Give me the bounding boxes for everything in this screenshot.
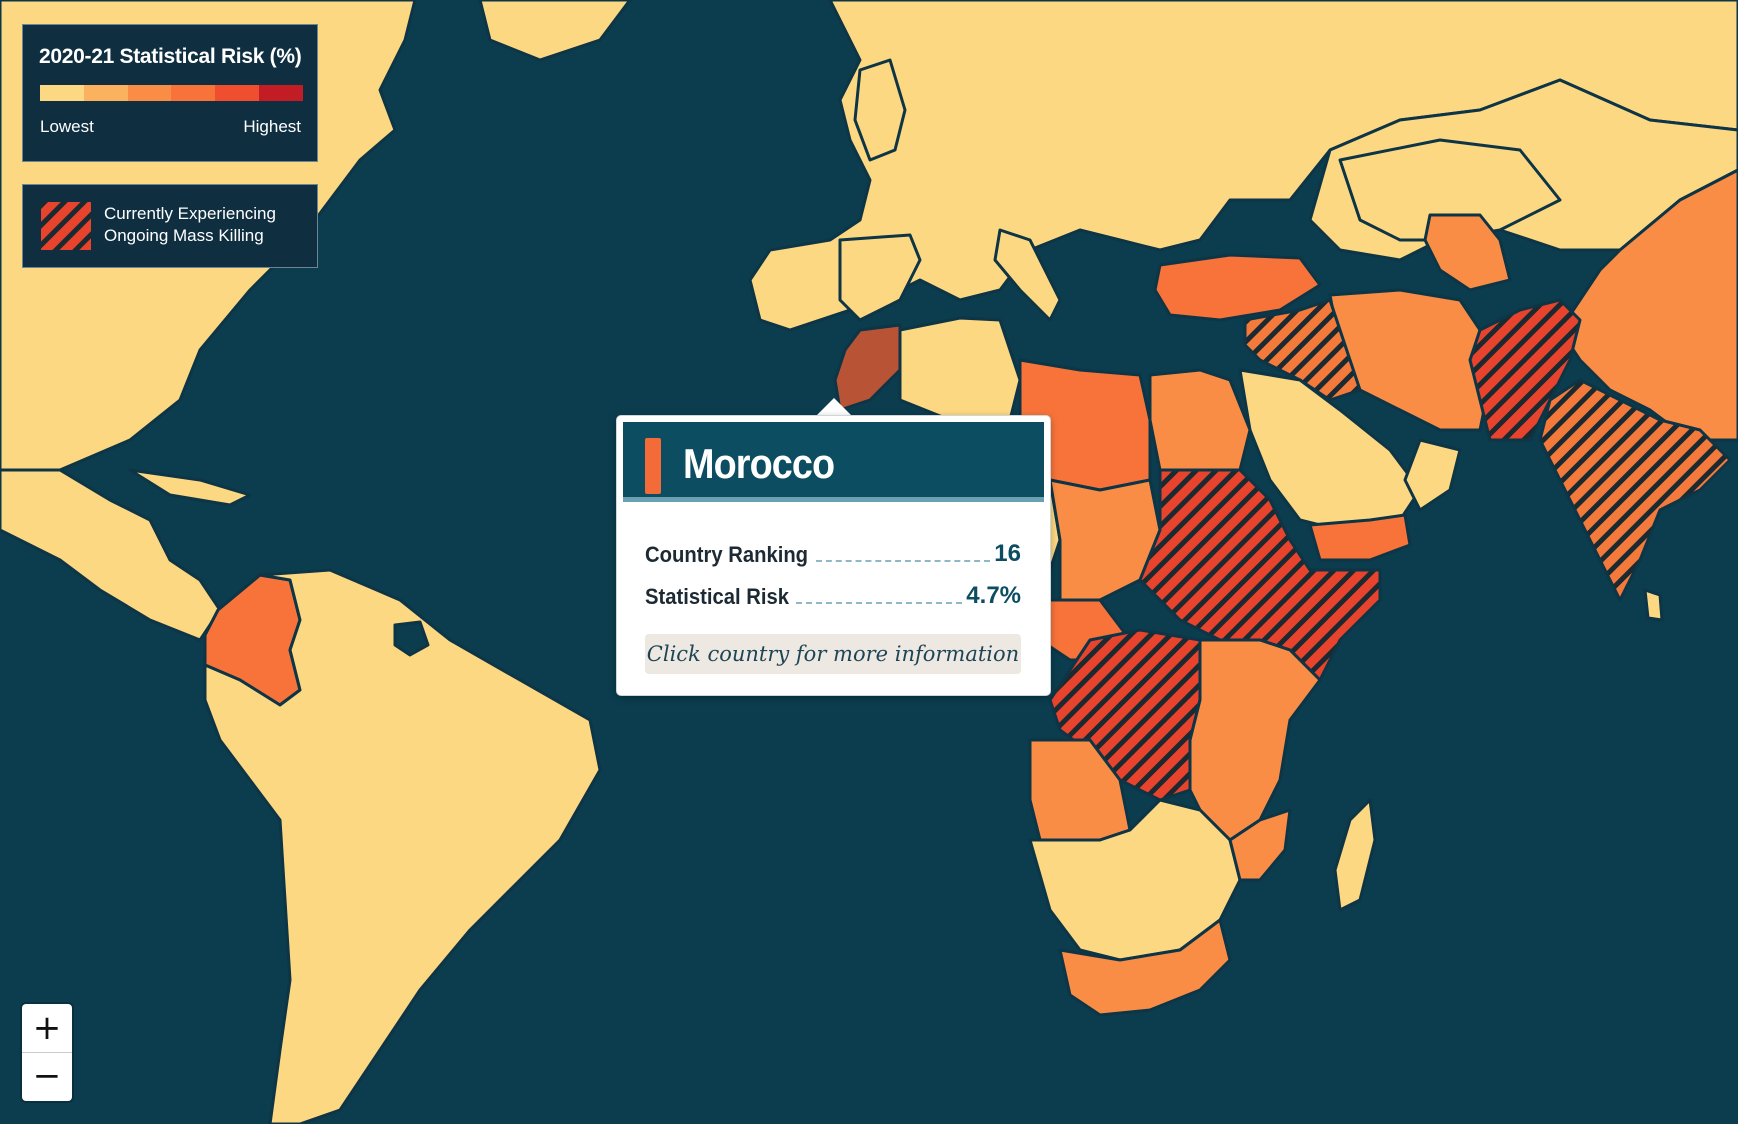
zoom-out-button[interactable]: −: [22, 1052, 72, 1100]
ranking-value: 16: [994, 540, 1021, 567]
mass-killing-label: Currently Experiencing Ongoing Mass Kill…: [104, 203, 276, 247]
country-morocco[interactable]: [833, 323, 902, 412]
country-cuba[interactable]: [128, 468, 252, 507]
risk-row: Statistical Risk 4.7%: [645, 580, 1021, 610]
minus-icon: −: [32, 1056, 62, 1096]
risk-legend: 2020-21 Statistical Risk (%) Lowest High…: [22, 24, 318, 162]
legend-step-4: [171, 85, 216, 101]
legend-title: 2020-21 Statistical Risk (%): [39, 45, 302, 68]
country-madagascar[interactable]: [1333, 798, 1377, 912]
legend-high-label: Highest: [243, 117, 301, 136]
tooltip-header: Morocco: [623, 422, 1044, 502]
country-mozambique[interactable]: [1228, 808, 1292, 882]
legend-step-1: [40, 85, 84, 101]
country-name: Morocco: [683, 440, 835, 487]
risk-color-bar: [645, 438, 661, 494]
country-sri-lanka[interactable]: [1643, 588, 1664, 622]
country-china[interactable]: [1558, 168, 1738, 442]
legend-low-label: Lowest: [40, 117, 94, 136]
country-india[interactable]: [1538, 378, 1732, 602]
legend-color-scale: [40, 85, 303, 101]
country-algeria[interactable]: [898, 316, 1022, 422]
country-spain[interactable]: [838, 233, 922, 322]
country-yemen[interactable]: [1308, 513, 1412, 562]
country-uzbekistan[interactable]: [1423, 213, 1512, 292]
country-egypt[interactable]: [1148, 368, 1252, 472]
country-greenland[interactable]: [478, 0, 632, 62]
country-kazakhstan[interactable]: [1338, 138, 1562, 242]
legend-step-5: [215, 85, 260, 101]
country-french-guiana[interactable]: [393, 620, 430, 657]
risk-label: Statistical Risk: [645, 584, 789, 609]
ranking-row: Country Ranking 16: [645, 538, 1021, 568]
risk-leader: [795, 602, 963, 604]
tooltip-pointer: [816, 398, 852, 416]
country-south-america[interactable]: [203, 568, 602, 1124]
country-oman[interactable]: [1403, 438, 1462, 512]
mass-killing-label-line2: Ongoing Mass Killing: [104, 226, 264, 245]
country-uk[interactable]: [853, 58, 907, 162]
country-tooltip: Morocco Country Ranking 16 Statistical R…: [617, 416, 1050, 695]
more-info-button[interactable]: Click country for more information: [645, 634, 1021, 674]
ranking-leader: [816, 560, 991, 562]
mass-killing-legend: Currently Experiencing Ongoing Mass Kill…: [22, 184, 318, 268]
country-iraq-syria[interactable]: [1243, 298, 1362, 402]
legend-step-6: [259, 85, 303, 101]
zoom-control: + −: [22, 1004, 72, 1101]
country-italy[interactable]: [993, 228, 1062, 322]
plus-icon: +: [32, 1008, 62, 1048]
risk-value: 4.7%: [966, 582, 1021, 609]
country-sudan-ethiopia[interactable]: [1138, 468, 1382, 682]
hatched-swatch-icon: [41, 202, 91, 250]
mass-killing-label-line1: Currently Experiencing: [104, 204, 276, 223]
zoom-in-button[interactable]: +: [22, 1004, 72, 1053]
legend-step-3: [127, 85, 172, 101]
legend-step-2: [83, 85, 128, 101]
ranking-label: Country Ranking: [645, 542, 809, 567]
country-south-africa[interactable]: [1058, 918, 1232, 1017]
country-turkey[interactable]: [1153, 253, 1322, 322]
